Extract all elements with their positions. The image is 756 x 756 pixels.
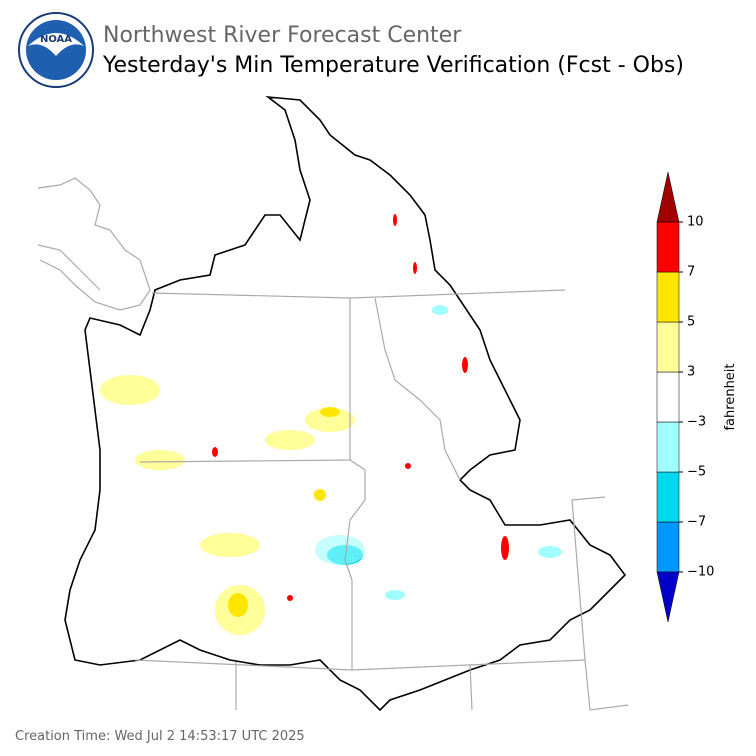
colorbar-tick-label: −5: [687, 465, 706, 480]
colorbar-extend-high: [656, 171, 680, 223]
colorbar-segment: [656, 371, 680, 423]
basin: [64, 95, 627, 712]
colorbar-tick-label: −10: [687, 565, 714, 580]
map: [37, 95, 629, 712]
coastline: [37, 177, 151, 311]
colorbar-extend-low: [656, 571, 680, 623]
colorbar-segment: [656, 221, 680, 273]
colorbar-tick-label: −7: [687, 515, 706, 530]
colorbar-tick-label: 10: [687, 215, 704, 230]
noaa-logo: NOAA: [18, 12, 94, 88]
colorbar-segment: [656, 321, 680, 373]
map-title: Yesterday's Min Temperature Verification…: [102, 53, 684, 78]
colorbar-tick-label: 3: [687, 365, 695, 380]
colorbar-segment: [656, 521, 680, 573]
colorbar-segment: [656, 471, 680, 523]
colorbar-tick-label: 5: [687, 315, 695, 330]
colorbar-segment: [656, 271, 680, 323]
colorbar-segment: [656, 421, 680, 473]
colorbar: −10 −7 −5 −3 3 5 7 10: [656, 171, 714, 623]
logo-text: NOAA: [40, 34, 72, 45]
anomaly-patches: [100, 214, 562, 635]
creation-time: Creation Time: Wed Jul 2 14:53:17 UTC 20…: [15, 729, 305, 744]
colorbar-label: fahrenheit: [723, 363, 738, 430]
org-name: Northwest River Forecast Center: [103, 23, 462, 48]
colorbar-tick-label: 7: [687, 265, 695, 280]
state-borders: [134, 289, 629, 711]
colorbar-tick-label: −3: [687, 415, 706, 430]
